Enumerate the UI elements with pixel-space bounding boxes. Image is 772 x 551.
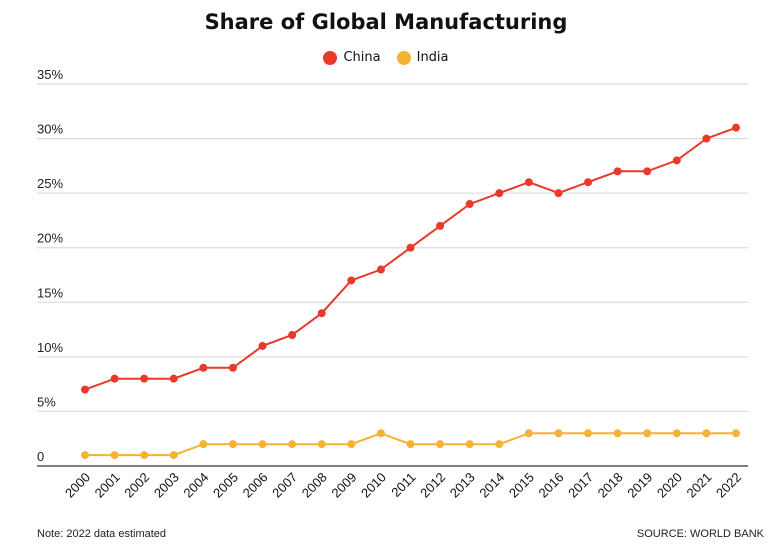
- x-tick-label: 2002: [121, 470, 152, 501]
- data-point-india: [347, 440, 356, 449]
- data-point-india: [376, 429, 385, 438]
- data-point-india: [81, 451, 89, 460]
- footnote: Note: 2022 data estimated: [37, 528, 167, 540]
- data-point-india: [110, 451, 119, 460]
- x-tick-label: 2015: [506, 470, 537, 501]
- data-point-china: [406, 243, 415, 252]
- data-point-china: [465, 200, 474, 209]
- x-tick-label: 2017: [565, 470, 596, 501]
- x-tick-label: 2020: [654, 470, 685, 501]
- y-tick-label: 15%: [37, 285, 63, 300]
- y-tick-label: 10%: [37, 340, 63, 355]
- data-point-india: [702, 429, 711, 438]
- x-tick-label: 2016: [536, 470, 567, 501]
- chart-title: Share of Global Manufacturing: [204, 10, 568, 34]
- data-point-china: [376, 265, 385, 274]
- x-tick-label: 2019: [624, 470, 655, 501]
- x-tick-label: 2009: [328, 470, 359, 501]
- x-tick-label: 2018: [595, 470, 626, 501]
- data-point-china: [347, 276, 356, 285]
- x-tick-label: 2000: [62, 470, 93, 501]
- data-point-china: [140, 374, 149, 383]
- data-point-china: [554, 189, 563, 198]
- data-point-china: [643, 167, 652, 176]
- data-point-china: [584, 178, 593, 187]
- y-tick-label: 0: [37, 449, 44, 464]
- data-point-india: [288, 440, 297, 449]
- legend-item-china: China: [323, 50, 381, 65]
- x-tick-label: 2008: [299, 470, 330, 501]
- x-tick-label: 2010: [358, 470, 389, 501]
- series-line-china: [84, 126, 737, 391]
- legend-marker-india: [396, 50, 411, 65]
- line-chart: 05%10%15%20%25%30%35%2000200120022003200…: [37, 67, 748, 501]
- legend-label-china: China: [343, 50, 381, 65]
- data-point-india: [554, 429, 563, 438]
- data-point-india: [584, 429, 593, 438]
- data-point-india: [169, 451, 178, 460]
- data-point-china: [288, 331, 297, 340]
- data-point-china: [258, 341, 267, 350]
- x-tick-label: 2022: [713, 470, 744, 501]
- data-point-india: [199, 440, 208, 449]
- data-point-india: [140, 451, 149, 460]
- data-point-china: [169, 374, 178, 383]
- x-tick-label: 2004: [180, 470, 211, 501]
- data-point-india: [524, 429, 533, 438]
- data-point-india: [228, 440, 237, 449]
- y-tick-label: 5%: [37, 394, 56, 409]
- x-tick-label: 2011: [388, 470, 418, 500]
- data-point-india: [258, 440, 267, 449]
- data-point-india: [495, 440, 504, 449]
- x-tick-label: 2021: [683, 470, 714, 501]
- data-point-china: [613, 167, 622, 176]
- x-tick-label: 2005: [210, 470, 241, 501]
- legend: China India: [0, 50, 772, 65]
- x-tick-label: 2013: [447, 470, 478, 501]
- legend-item-india: India: [396, 50, 449, 65]
- data-point-china: [672, 156, 681, 165]
- legend-marker-china: [323, 50, 338, 65]
- x-tick-label: 2003: [151, 470, 182, 501]
- y-tick-label: 25%: [37, 176, 63, 191]
- data-point-china: [199, 363, 208, 372]
- data-point-india: [317, 440, 326, 449]
- data-point-india: [643, 429, 652, 438]
- y-tick-label: 35%: [37, 67, 63, 82]
- data-point-china: [81, 385, 89, 394]
- x-tick-label: 2006: [240, 470, 271, 501]
- data-point-india: [732, 429, 740, 438]
- data-point-china: [732, 123, 740, 132]
- data-point-india: [672, 429, 681, 438]
- x-tick-label: 2007: [269, 470, 300, 501]
- source-credit: SOURCE: WORLD BANK: [636, 528, 764, 540]
- y-tick-label: 30%: [37, 122, 63, 137]
- data-point-china: [524, 178, 533, 187]
- y-tick-label: 20%: [37, 231, 63, 246]
- data-point-india: [406, 440, 415, 449]
- data-point-india: [613, 429, 622, 438]
- x-tick-label: 2014: [476, 470, 507, 501]
- data-point-china: [228, 363, 237, 372]
- data-point-china: [110, 374, 119, 383]
- data-point-india: [436, 440, 445, 449]
- data-point-india: [465, 440, 474, 449]
- x-tick-label: 2001: [92, 470, 123, 501]
- x-tick-label: 2012: [417, 470, 448, 501]
- data-point-china: [436, 221, 445, 230]
- legend-label-india: India: [416, 50, 449, 65]
- data-point-china: [495, 189, 504, 198]
- data-point-china: [317, 309, 326, 318]
- data-point-china: [702, 134, 711, 143]
